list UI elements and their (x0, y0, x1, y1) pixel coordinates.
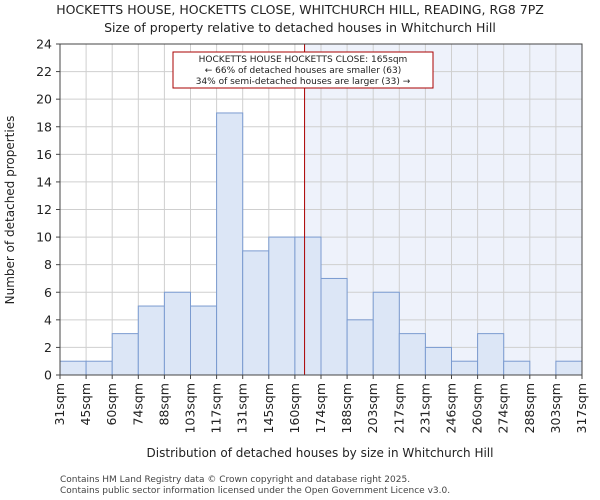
bar-303sqm (555, 360, 583, 376)
x-tick-label: 174sqm (313, 383, 328, 433)
y-tick-label: 16 (36, 147, 52, 162)
bar-203sqm (372, 291, 400, 376)
y-tick-label: 22 (36, 64, 52, 79)
y-tick-label: 20 (36, 92, 52, 107)
bar-246sqm (451, 360, 479, 376)
x-tick-label: 145sqm (261, 383, 276, 433)
bar-45sqm (85, 360, 113, 376)
x-tick-label: 260sqm (470, 383, 485, 433)
y-tick-label: 8 (44, 257, 52, 272)
y-tick-label: 24 (36, 37, 52, 52)
bar-31sqm (59, 360, 87, 376)
bar-188sqm (346, 319, 374, 376)
x-tick-label: 60sqm (104, 383, 119, 426)
x-tick-label: 288sqm (522, 383, 537, 433)
annotation-line-2: ← 66% of detached houses are smaller (63… (205, 66, 402, 76)
x-tick-label: 117sqm (209, 383, 224, 433)
bar-231sqm (424, 346, 452, 376)
y-tick-label: 0 (44, 368, 52, 383)
y-tick-label: 4 (44, 312, 52, 327)
x-tick-label: 246sqm (444, 383, 459, 433)
footer-line-2: Contains public sector information licen… (60, 486, 450, 496)
bar-131sqm (242, 250, 270, 376)
x-tick-label: 231sqm (417, 383, 432, 433)
bar-60sqm (111, 333, 139, 376)
y-tick-label: 2 (44, 340, 52, 355)
x-tick-label: 217sqm (391, 383, 406, 433)
x-tick-label: 88sqm (156, 383, 171, 426)
bar-103sqm (190, 305, 218, 376)
x-tick-label: 103sqm (183, 383, 198, 433)
x-tick-label: 317sqm (574, 383, 589, 433)
footer-line-1: Contains HM Land Registry data © Crown c… (60, 475, 410, 485)
x-tick-label: 188sqm (339, 383, 354, 433)
bar-160sqm (294, 236, 322, 376)
annotation-border (172, 51, 434, 89)
x-tick-label: 131sqm (235, 383, 250, 433)
x-tick-labels: 31sqm 45sqm 60sqm 74sqm 88sqm 103sqm 117sqm 131… (52, 375, 589, 433)
x-tick-label: 303sqm (548, 383, 563, 433)
chart-subtitle: Size of property relative to detached ho… (104, 20, 496, 35)
x-tick-label: 31sqm (52, 383, 67, 426)
bar-88sqm (163, 291, 191, 376)
y-axis-label: Number of detached properties (3, 116, 17, 305)
y-tick-label: 6 (44, 285, 52, 300)
bar-260sqm (477, 333, 505, 376)
bar-217sqm (398, 333, 426, 376)
bars (59, 112, 583, 376)
annotation-box: HOCKETTS HOUSE HOCKETTS CLOSE: 165sqm ← … (172, 51, 434, 89)
bar-117sqm (216, 112, 244, 376)
x-tick-label: 160sqm (287, 383, 302, 433)
annotation-line-3: 34% of semi-detached houses are larger (… (196, 77, 411, 87)
x-tick-label: 74sqm (130, 383, 145, 426)
chart-title: HOCKETTS HOUSE, HOCKETTS CLOSE, WHITCHUR… (56, 2, 544, 17)
annotation-line-1: HOCKETTS HOUSE HOCKETTS CLOSE: 165sqm (199, 55, 408, 65)
bar-145sqm (268, 236, 296, 376)
bar-174sqm (320, 277, 348, 376)
y-tick-label: 12 (36, 202, 52, 217)
y-tick-label: 18 (36, 119, 52, 134)
y-tick-label: 14 (36, 174, 52, 189)
y-tick-label: 10 (36, 230, 52, 245)
bar-274sqm (503, 360, 531, 376)
x-tick-label: 274sqm (496, 383, 511, 433)
bar-74sqm (137, 305, 165, 376)
x-tick-label: 203sqm (365, 383, 380, 433)
x-axis-label: Distribution of detached houses by size … (147, 446, 494, 460)
x-tick-label: 45sqm (78, 383, 93, 426)
